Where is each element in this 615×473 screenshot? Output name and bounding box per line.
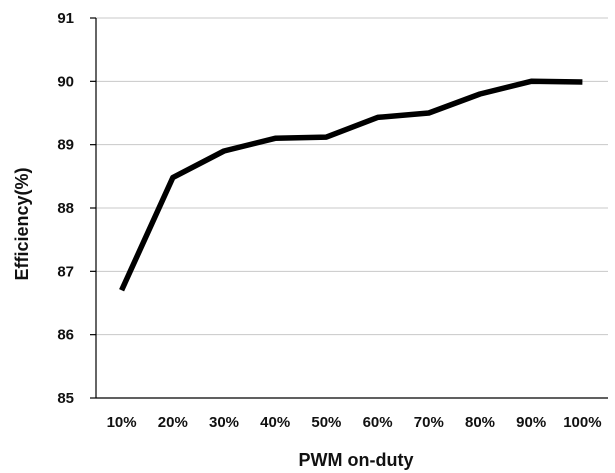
x-tick-label: 30% [209, 414, 239, 431]
y-tick-label: 88 [57, 200, 74, 217]
y-tick-label: 91 [57, 10, 74, 27]
x-tick-label: 40% [260, 414, 290, 431]
x-tick-label: 100% [563, 414, 601, 431]
x-tick-label: 50% [311, 414, 341, 431]
y-tick-label: 89 [57, 137, 74, 154]
y-axis-title: Efficiency(%) [12, 167, 32, 280]
y-tick-label: 90 [57, 73, 74, 90]
x-tick-label: 20% [158, 414, 188, 431]
x-tick-label: 80% [465, 414, 495, 431]
y-tick-labels: 85 86 87 88 89 90 91 [57, 10, 96, 407]
y-tick-label: 85 [57, 390, 74, 407]
y-tick-label: 86 [57, 327, 74, 344]
y-tick-label: 87 [57, 263, 74, 280]
gridlines [96, 17, 608, 336]
series-line [119, 78, 583, 292]
x-tick-labels: 10% 20% 30% 40% 50% 60% 70% 80% 90% 100% [107, 414, 602, 431]
x-tick-label: 70% [414, 414, 444, 431]
x-tick-label: 90% [516, 414, 546, 431]
x-axis-title: PWM on-duty [299, 450, 414, 470]
x-tick-label: 10% [107, 414, 137, 431]
series-layer [119, 78, 583, 292]
x-tick-label: 60% [363, 414, 393, 431]
